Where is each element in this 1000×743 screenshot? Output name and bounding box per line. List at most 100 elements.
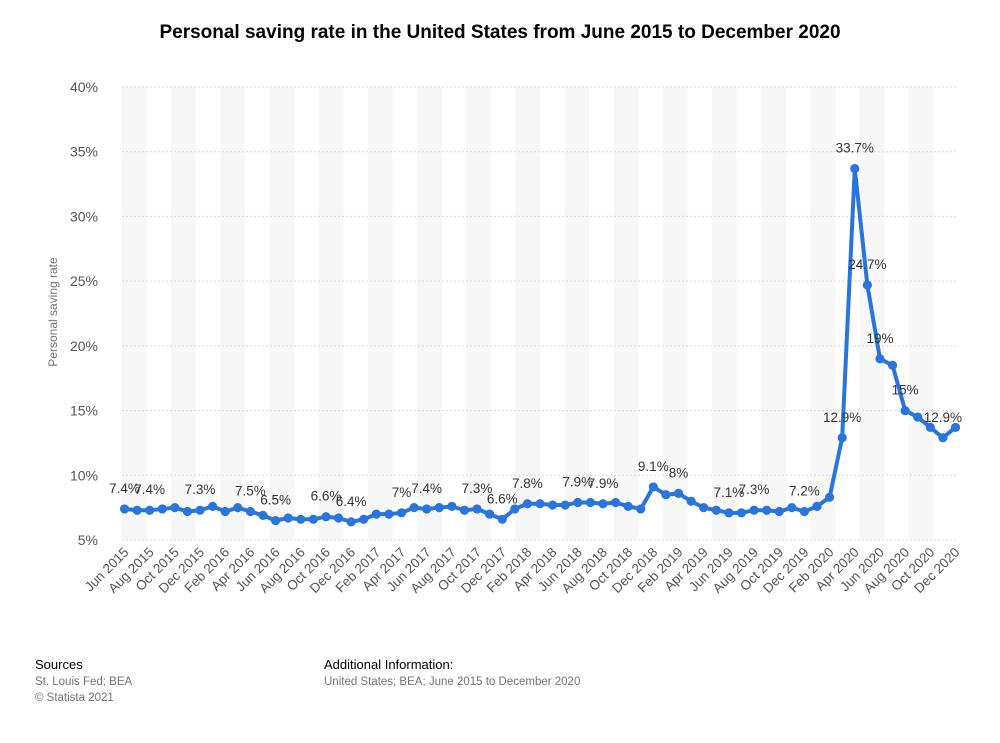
data-point — [157, 504, 167, 514]
copyright-text: © Statista 2021 — [35, 692, 114, 704]
data-point — [497, 514, 507, 524]
background-band — [269, 87, 295, 540]
data-point — [787, 503, 797, 513]
data-label: 7% — [392, 485, 412, 500]
data-point — [724, 508, 734, 518]
data-point — [195, 505, 205, 515]
data-point — [283, 513, 293, 523]
data-label: 7.9% — [588, 476, 619, 491]
data-point — [686, 496, 696, 506]
y-tick-label: 40% — [70, 79, 98, 95]
data-point — [472, 504, 482, 514]
background-band — [318, 87, 344, 540]
data-point — [585, 497, 595, 508]
y-tick-label: 35% — [70, 144, 98, 160]
data-point — [132, 505, 142, 515]
sources-heading: Sources — [35, 657, 83, 672]
background-band — [810, 87, 836, 540]
background-band — [515, 87, 540, 540]
data-label: 9.1% — [638, 459, 669, 474]
data-point — [875, 354, 885, 364]
background-band — [761, 87, 786, 540]
data-point — [170, 503, 180, 513]
plot-background-bands — [122, 87, 934, 540]
data-point — [182, 506, 193, 517]
data-label: 6.4% — [336, 494, 367, 509]
data-point — [900, 405, 910, 416]
data-point — [598, 499, 608, 509]
data-point — [447, 501, 457, 511]
data-label: 24.7% — [848, 257, 886, 272]
data-point — [409, 503, 419, 513]
data-point — [485, 509, 495, 519]
data-point — [913, 412, 923, 422]
data-label: 7.1% — [713, 485, 744, 500]
data-label: 7.4% — [134, 482, 165, 497]
data-point — [774, 506, 784, 517]
data-point — [938, 433, 948, 443]
y-tick-label: 20% — [70, 338, 98, 354]
data-point — [371, 509, 381, 519]
data-label: 6.5% — [260, 493, 291, 508]
data-label: 6.6% — [487, 491, 518, 506]
data-point — [119, 504, 130, 514]
data-point — [434, 503, 444, 513]
data-point — [359, 514, 369, 524]
additional-info-heading: Additional Information: — [324, 657, 454, 672]
background-band — [662, 87, 688, 540]
background-band — [466, 87, 491, 540]
data-point — [535, 499, 545, 509]
y-tick-label: 30% — [70, 208, 98, 224]
gridlines — [122, 86, 958, 541]
y-axis-tick-labels: 40% 35% 30% 25% 20% 15% 10% 5% — [70, 79, 98, 548]
background-band — [564, 87, 590, 540]
data-label: 7.2% — [789, 484, 820, 499]
data-point — [396, 508, 407, 518]
data-point — [610, 497, 621, 508]
chart-title: Personal saving rate in the United State… — [159, 22, 841, 43]
data-label: 7.5% — [235, 484, 266, 499]
data-label: 7.3% — [462, 481, 493, 496]
data-point — [547, 500, 558, 510]
data-label: 7.3% — [185, 482, 216, 497]
data-point — [699, 503, 709, 513]
background-band — [908, 87, 934, 540]
data-point — [459, 505, 470, 515]
data-point — [837, 433, 847, 443]
data-point — [636, 504, 646, 514]
data-point — [573, 497, 583, 508]
y-tick-label: 10% — [70, 467, 98, 483]
data-point — [346, 517, 356, 527]
data-label: 33.7% — [836, 141, 874, 156]
data-point — [145, 505, 155, 515]
data-point — [824, 492, 835, 502]
additional-info-text: United States; BEA; June 2015 to Decembe… — [324, 676, 581, 688]
data-point — [862, 280, 872, 290]
data-point — [623, 501, 633, 511]
data-label: 7.9% — [562, 474, 593, 489]
background-band — [417, 87, 442, 540]
background-band — [712, 87, 737, 540]
data-points — [119, 163, 961, 527]
data-point — [233, 503, 243, 513]
data-label: 12.9% — [924, 410, 962, 425]
data-label: 7.4% — [109, 481, 140, 496]
data-point — [762, 505, 772, 515]
data-point — [711, 505, 721, 515]
data-label: 19% — [866, 331, 893, 346]
data-point — [321, 512, 331, 522]
data-label: 8% — [669, 465, 689, 480]
data-point — [749, 505, 759, 515]
data-point — [258, 510, 268, 521]
data-point — [422, 504, 432, 514]
y-axis-label: Personal saving rate — [46, 257, 60, 367]
data-point — [510, 504, 520, 514]
data-point — [661, 490, 671, 500]
data-point — [887, 360, 898, 370]
data-point — [850, 163, 860, 174]
data-point — [308, 514, 318, 524]
data-labels: 7.4%7.4% 7.3% 7.5%6.5% 6.6%6.4%7% 7.4% 7.3%6.… — [109, 141, 962, 509]
data-point — [333, 513, 344, 523]
